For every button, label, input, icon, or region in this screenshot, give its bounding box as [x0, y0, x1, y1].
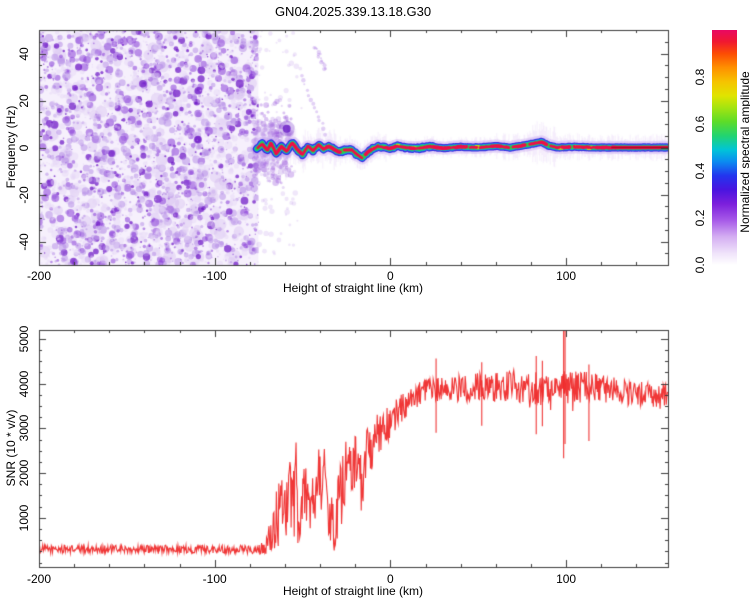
- colorbar-tick-label: 0.8: [693, 68, 707, 86]
- top-x-tick-label: -100: [202, 269, 227, 283]
- bottom-y-tick-label: 4000: [17, 370, 31, 398]
- colorbar-tick-label: 0.0: [693, 256, 707, 274]
- bottom-x-axis-title: Height of straight line (km): [282, 584, 424, 598]
- colorbar-tick-label: 0.4: [693, 162, 707, 180]
- bottom-y-tick-label: 5000: [17, 325, 31, 353]
- colorbar-title: Normalized spectral amplitude: [738, 71, 750, 233]
- colorbar-gradient: [712, 30, 737, 265]
- figure-title: GN04.2025.339.13.18.G30: [274, 4, 432, 19]
- bottom-y-tick-label: 3000: [17, 415, 31, 442]
- top-y-tick-label: 40: [17, 46, 31, 61]
- top-x-tick-label: 0: [387, 269, 394, 283]
- bottom-x-tick-label: 100: [556, 572, 577, 586]
- bottom-y-tick-label: 2000: [17, 459, 31, 487]
- colorbar-tick-label: 0.6: [693, 115, 707, 133]
- top-x-tick-label: 100: [556, 269, 577, 283]
- bottom-x-tick-label: -200: [26, 572, 52, 586]
- top-x-tick-label: -200: [26, 269, 52, 283]
- top-y-axis-title: Frequency (Hz): [4, 105, 18, 189]
- top-x-axis-title: Height of straight line (km): [282, 281, 424, 295]
- top-y-tick-label: -20: [17, 185, 31, 204]
- bottom-y-tick-label: 1000: [17, 504, 31, 532]
- bottom-x-tick-label: -100: [202, 572, 227, 586]
- top-y-tick-label: 20: [17, 93, 31, 108]
- bottom-y-axis-title: SNR (10 * v/v): [4, 409, 18, 487]
- colorbar-tick-label: 0.2: [693, 209, 707, 227]
- top-y-tick-label: -40: [17, 232, 31, 251]
- top-y-tick-label: 0: [17, 144, 31, 151]
- bottom-x-tick-label: 0: [387, 572, 394, 586]
